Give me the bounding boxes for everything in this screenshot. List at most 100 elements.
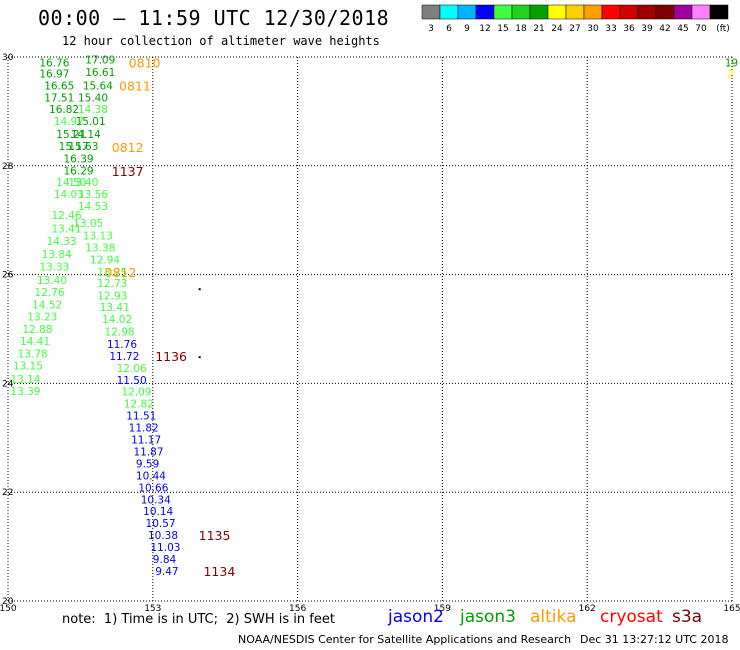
- time-label: 1137: [112, 164, 144, 179]
- satellite-jason2: jason2: [388, 607, 444, 627]
- wave-height-value: 11.82: [129, 422, 159, 434]
- wave-height-value: 17.51: [44, 92, 74, 104]
- wave-height-value: 10.14: [143, 506, 173, 518]
- colorbar-label: (ft): [716, 24, 730, 34]
- colorbar-swatch: [583, 4, 603, 20]
- wave-height-value: 13.40: [37, 275, 67, 287]
- colorbar-swatch: [475, 4, 495, 20]
- colorbar-label: 36: [623, 24, 635, 34]
- wave-height-value: 12.98: [105, 327, 135, 339]
- colorbar-swatch: [457, 4, 477, 20]
- colorbar-label: 42: [659, 24, 670, 34]
- wave-height-value: 12.88: [22, 324, 52, 336]
- colorbar-swatch: [637, 4, 657, 20]
- colorbar-label: 9: [464, 24, 470, 34]
- wave-height-value: 17.09: [85, 55, 115, 67]
- y-tick-label: 26: [2, 271, 14, 281]
- colorbar-label: 27: [569, 24, 580, 34]
- wave-height-value: 13.25: [97, 267, 127, 279]
- y-tick-label: 28: [2, 162, 14, 172]
- colorbar-swatch: [565, 4, 585, 20]
- wave-height-value: 10.44: [136, 470, 166, 482]
- wave-height-value: 13.41: [100, 302, 130, 314]
- wave-height-value: 19: [725, 57, 738, 69]
- colorbar-label: 45: [677, 24, 688, 34]
- wave-height-value: 14.38: [78, 104, 108, 116]
- credit-date: Dec 31 13:27:12 UTC 2018: [580, 633, 729, 646]
- wave-height-value: 15.40: [78, 92, 108, 104]
- wave-height-value: 13.13: [83, 230, 113, 242]
- colorbar-label: 12: [479, 24, 490, 34]
- y-tick-label: 20: [2, 597, 14, 607]
- colorbar-label: 39: [641, 24, 653, 34]
- wave-height-value: 12.09: [121, 387, 151, 399]
- colorbar-label: 24: [551, 24, 563, 34]
- wave-height-value: 14.14: [71, 129, 101, 141]
- wave-height-value: 16.65: [44, 80, 74, 92]
- colorbar-swatch: [421, 4, 441, 20]
- wave-height-value: 13.40: [68, 177, 98, 189]
- colorbar-swatch: [709, 4, 729, 20]
- colorbar-label: 15: [497, 24, 508, 34]
- x-tick-label: 156: [289, 604, 306, 614]
- colorbar-swatch: [493, 4, 513, 20]
- x-tick-label: 150: [0, 604, 17, 614]
- colorbar-swatch: [655, 4, 675, 20]
- wave-height-value: 9.47: [155, 566, 178, 578]
- wave-height-value: 16.29: [64, 166, 94, 178]
- colorbar-label: 3: [428, 24, 434, 34]
- time-label: 0810: [129, 55, 161, 70]
- x-tick-label: 162: [579, 604, 596, 614]
- wave-height-value: 14.02: [102, 314, 132, 326]
- wave-height-value: 11.87: [133, 446, 163, 458]
- wave-height-value: 14.50: [56, 177, 86, 189]
- x-tick-label: 165: [723, 604, 740, 614]
- time-label: 0811: [119, 78, 151, 93]
- wave-height-value: 11.51: [126, 410, 156, 422]
- wave-height-value: 14.97: [54, 116, 84, 128]
- wave-height-value: 16.76: [39, 57, 69, 69]
- wave-height-value: 14.03: [54, 189, 84, 201]
- wave-height-value: 13.14: [10, 374, 40, 386]
- y-tick-label: 24: [2, 379, 14, 389]
- wave-height-value: 15.21: [56, 129, 86, 141]
- wave-height-value: 11.72: [109, 351, 139, 363]
- wave-height-value: 14.33: [47, 236, 77, 248]
- wave-height-value: 13.38: [85, 242, 115, 254]
- wave-height-value: 12.94: [90, 254, 120, 266]
- chart-title: 00:00 – 11:59 UTC 12/30/2018: [38, 6, 390, 30]
- colorbar-label: 33: [605, 24, 616, 34]
- wave-height-value: 10.66: [138, 482, 168, 494]
- wave-height-value: 12.76: [35, 287, 65, 299]
- time-label: 0812: [112, 140, 144, 155]
- wave-height-value: 13.33: [39, 261, 69, 273]
- wave-height-value: 13.56: [78, 189, 108, 201]
- time-label: 1136: [155, 349, 187, 364]
- wave-height-value: 13.78: [18, 348, 48, 360]
- colorbar-swatch: [529, 4, 549, 20]
- wave-height-value: 11.76: [107, 339, 137, 351]
- colorbar-swatch: [673, 4, 693, 20]
- chart-grid: [7, 56, 733, 602]
- colorbar-swatch: [601, 4, 621, 20]
- y-tick-label: 30: [2, 53, 14, 63]
- colorbar-label: 6: [446, 24, 452, 34]
- wave-height-value: 13.15: [13, 360, 43, 372]
- chart-axes: 150 153 156 159 162 165 20 22 24 26 28 30: [0, 53, 740, 614]
- wave-height-value: 13.84: [42, 249, 72, 261]
- wave-height-value: 9.59: [136, 458, 159, 470]
- wave-height-value: 15.63: [68, 141, 98, 153]
- wave-height-value: 16.39: [64, 154, 94, 166]
- color-scale-legend: 3 6 9 12 15 18 21 24 27 30 33 36 39 42 45 70 (ft): [421, 4, 730, 34]
- wave-height-value: 11.50: [117, 375, 147, 387]
- wave-height-value: 12.06: [117, 363, 147, 375]
- wave-height-value: 2: [727, 68, 734, 80]
- wave-height-value: 13.05: [73, 218, 103, 230]
- wave-height-value: 14.53: [78, 201, 108, 213]
- y-tick-label: 22: [2, 488, 13, 498]
- satellite-jason3: jason3: [460, 607, 516, 627]
- time-label: 1135: [199, 528, 231, 543]
- colorbar-label: 70: [695, 24, 707, 34]
- wave-height-value: 16.61: [85, 67, 115, 79]
